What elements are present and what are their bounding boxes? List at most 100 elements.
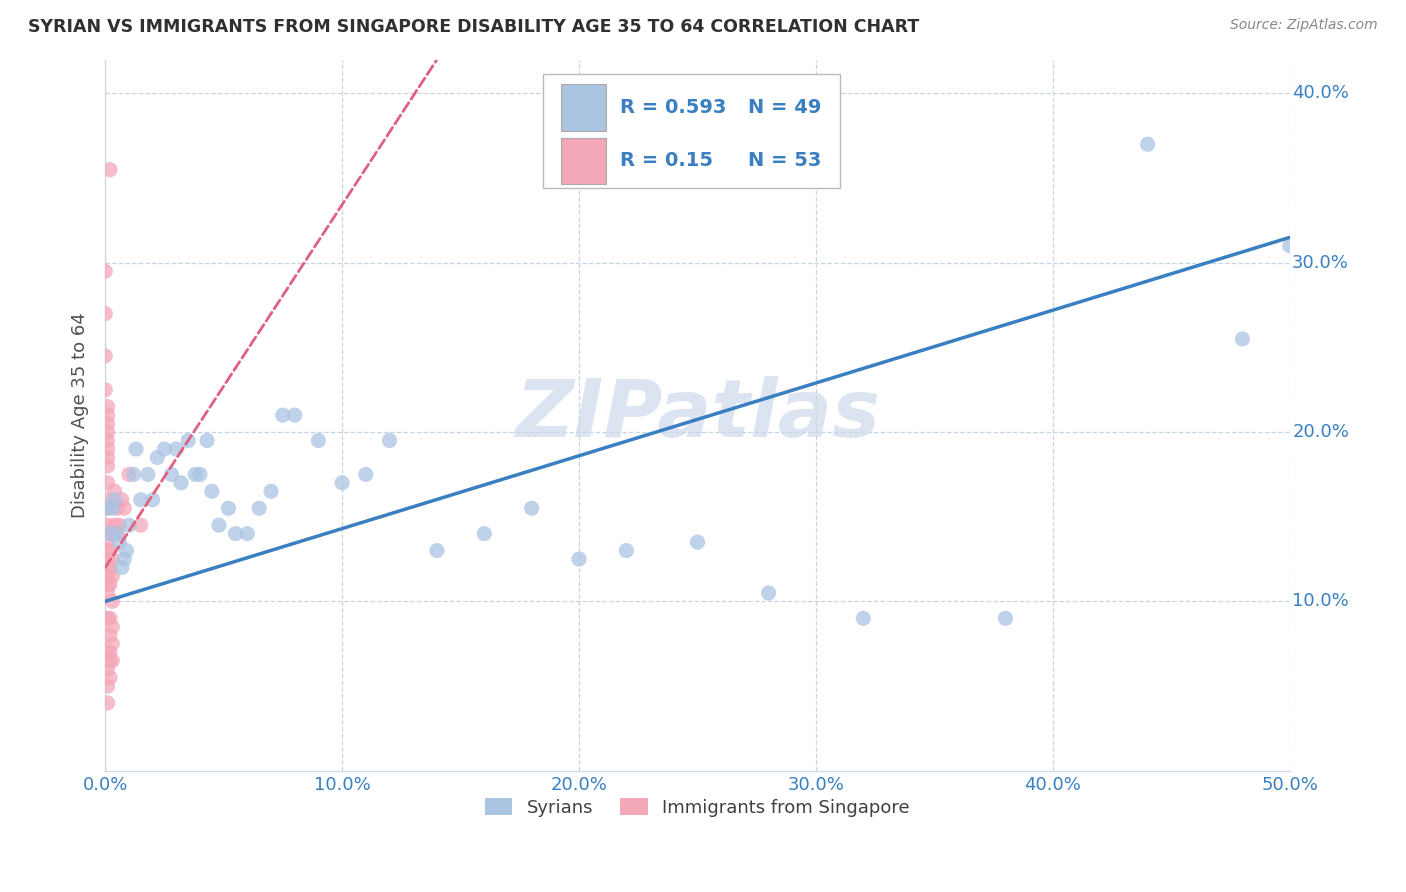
Point <box>104 484 127 499</box>
Point <box>111 492 134 507</box>
Point <box>1232 332 1254 346</box>
Point <box>616 543 638 558</box>
Point <box>97 408 120 422</box>
Point <box>236 526 259 541</box>
Point <box>97 552 120 566</box>
Point <box>98 162 121 177</box>
Point <box>188 467 211 482</box>
Point <box>115 543 138 558</box>
Point <box>105 501 128 516</box>
Point <box>104 492 127 507</box>
Point <box>108 535 131 549</box>
Point <box>98 526 121 541</box>
Point <box>101 654 124 668</box>
Point <box>112 552 135 566</box>
Point <box>97 577 120 591</box>
Point <box>852 611 875 625</box>
Point <box>271 408 294 422</box>
Point <box>118 467 141 482</box>
Point <box>195 434 218 448</box>
Y-axis label: Disability Age 35 to 64: Disability Age 35 to 64 <box>72 312 89 518</box>
Point <box>94 264 117 278</box>
Point <box>118 518 141 533</box>
Legend: Syrians, Immigrants from Singapore: Syrians, Immigrants from Singapore <box>477 789 918 826</box>
Point <box>426 543 449 558</box>
Point <box>247 501 270 516</box>
Point <box>97 662 120 676</box>
Point <box>98 543 121 558</box>
Point <box>165 442 187 456</box>
Point <box>94 383 117 397</box>
Text: N = 49: N = 49 <box>748 98 821 117</box>
Point <box>101 569 124 583</box>
Text: 10.0%: 10.0% <box>1292 592 1348 610</box>
Point <box>284 408 307 422</box>
Point <box>101 637 124 651</box>
Point <box>98 628 121 642</box>
Point <box>98 654 121 668</box>
Point <box>104 518 127 533</box>
Text: 20.0%: 20.0% <box>1292 423 1348 441</box>
Point <box>136 467 159 482</box>
Point <box>97 501 120 516</box>
Point <box>101 526 124 541</box>
Point <box>354 467 377 482</box>
Text: Source: ZipAtlas.com: Source: ZipAtlas.com <box>1230 18 1378 32</box>
FancyBboxPatch shape <box>544 74 839 187</box>
Text: ZIPatlas: ZIPatlas <box>515 376 880 454</box>
FancyBboxPatch shape <box>561 85 606 131</box>
Point <box>184 467 207 482</box>
Point <box>97 475 120 490</box>
Point <box>94 349 117 363</box>
Point <box>97 417 120 431</box>
Point <box>330 475 353 490</box>
Point <box>122 467 145 482</box>
Text: 40.0%: 40.0% <box>1292 85 1348 103</box>
Point <box>125 442 148 456</box>
Point <box>97 400 120 414</box>
Point <box>97 696 120 710</box>
FancyBboxPatch shape <box>561 138 606 184</box>
Point <box>177 434 200 448</box>
Point <box>101 552 124 566</box>
Point <box>98 577 121 591</box>
Point <box>105 526 128 541</box>
Point <box>108 518 131 533</box>
Point <box>260 484 283 499</box>
Point <box>101 594 124 608</box>
Point <box>142 492 165 507</box>
Point <box>1278 239 1301 253</box>
Point <box>201 484 224 499</box>
Point <box>98 611 121 625</box>
Text: R = 0.15: R = 0.15 <box>620 152 713 170</box>
Point <box>97 442 120 456</box>
Text: N = 53: N = 53 <box>748 152 821 170</box>
Point <box>307 434 329 448</box>
Point <box>472 526 495 541</box>
Point <box>97 569 120 583</box>
Point <box>97 501 120 516</box>
Point <box>101 620 124 634</box>
Point <box>129 518 152 533</box>
Point <box>97 679 120 693</box>
Point <box>98 560 121 574</box>
Point <box>98 645 121 659</box>
Point <box>146 450 169 465</box>
Point <box>160 467 183 482</box>
Point <box>97 518 120 533</box>
Point <box>97 535 120 549</box>
Point <box>378 434 401 448</box>
Point <box>758 586 780 600</box>
Point <box>97 458 120 473</box>
Point <box>97 450 120 465</box>
Point <box>1136 137 1159 152</box>
Point <box>686 535 709 549</box>
Point <box>97 560 120 574</box>
Point <box>129 492 152 507</box>
Point <box>208 518 231 533</box>
Point <box>97 434 120 448</box>
Point <box>568 552 591 566</box>
Point <box>111 560 134 574</box>
Point <box>97 611 120 625</box>
Point <box>97 543 120 558</box>
